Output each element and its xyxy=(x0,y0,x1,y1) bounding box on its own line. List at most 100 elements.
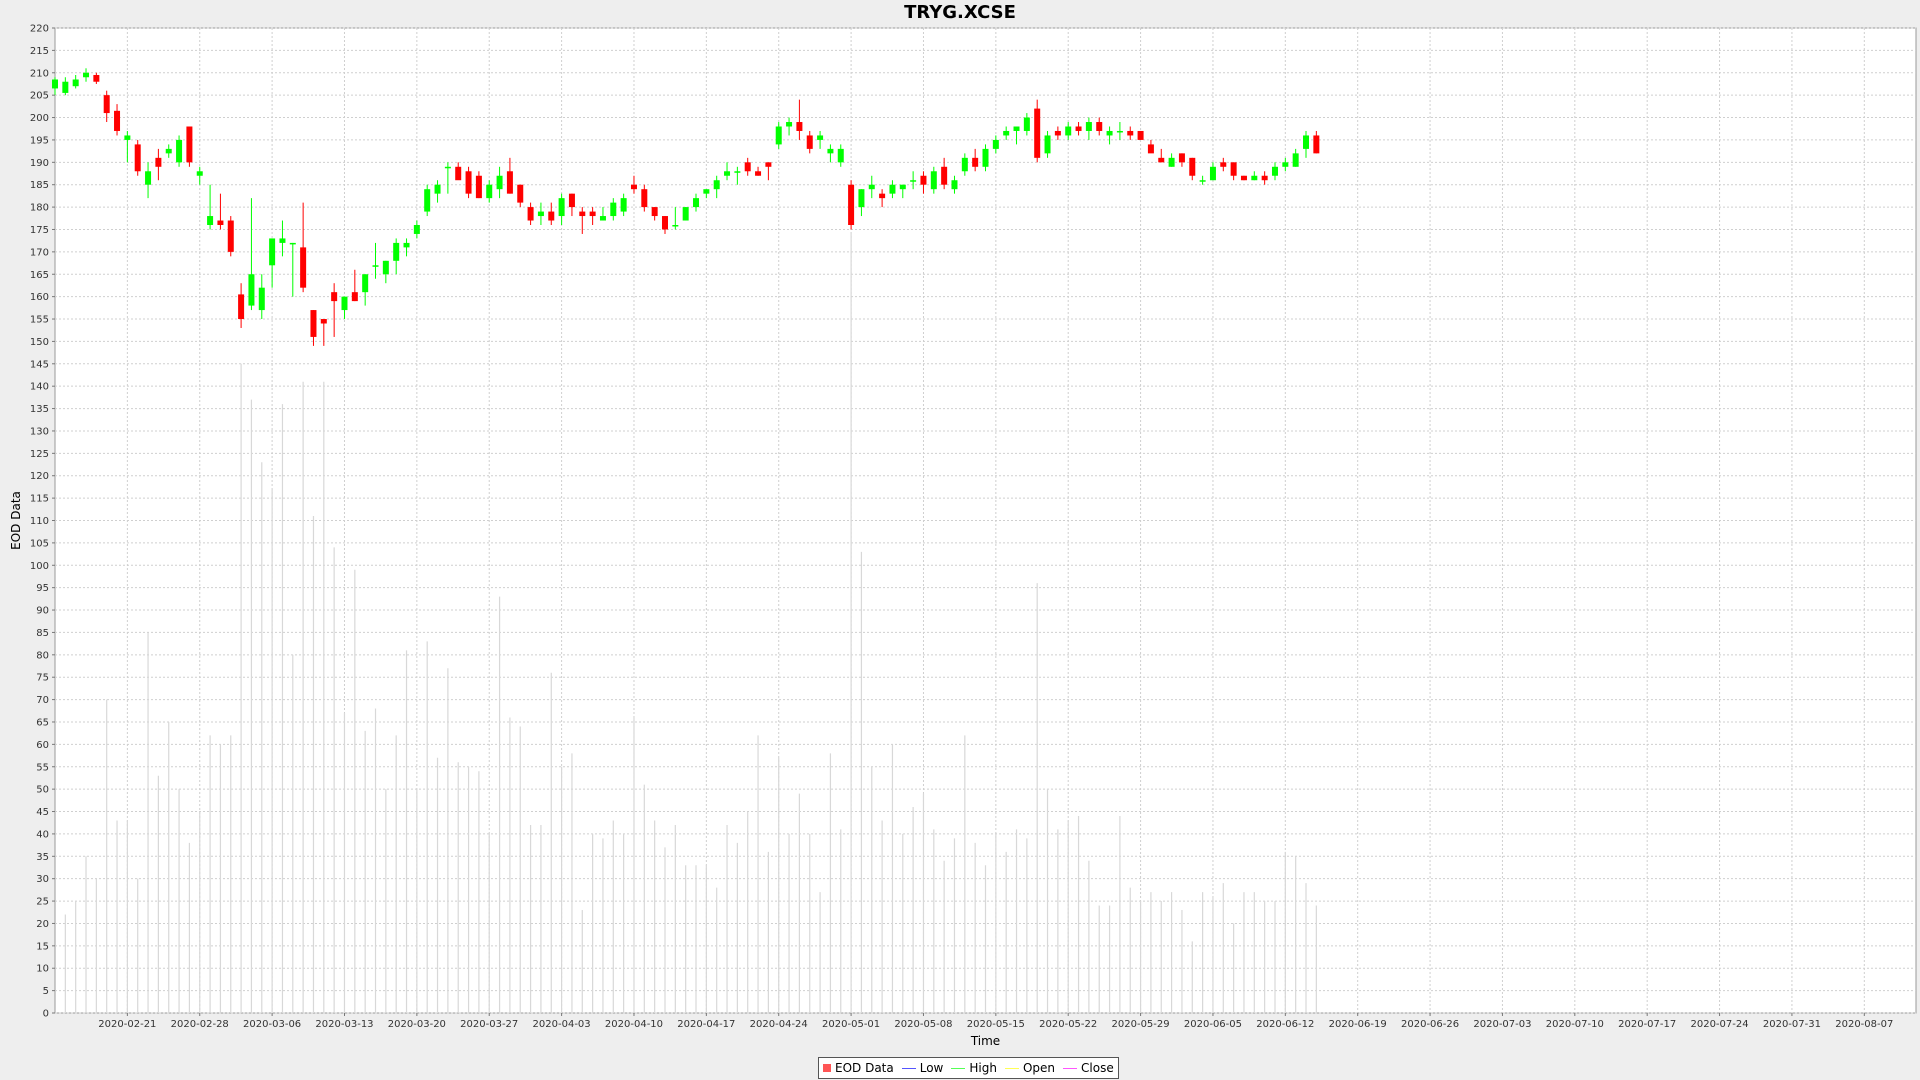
y-tick-label: 190 xyxy=(30,158,49,169)
candle-body xyxy=(755,171,762,176)
legend-swatch-eod xyxy=(823,1064,831,1072)
x-tick-label: 2020-05-29 xyxy=(1112,1019,1170,1030)
candle-body xyxy=(910,180,917,182)
candle-body xyxy=(238,294,245,320)
candle-body xyxy=(1023,117,1030,131)
candle-body xyxy=(1271,166,1278,176)
x-tick-label: 2020-05-22 xyxy=(1039,1019,1097,1030)
candle-body xyxy=(889,184,896,194)
candle-body xyxy=(393,242,400,261)
candle-body xyxy=(599,216,606,221)
candle-body xyxy=(1106,130,1113,136)
y-tick-label: 85 xyxy=(36,628,49,639)
y-tick-label: 110 xyxy=(30,516,49,527)
x-tick-label: 2020-05-08 xyxy=(894,1019,952,1030)
candle-body xyxy=(879,193,886,199)
y-tick-label: 10 xyxy=(36,964,49,975)
x-tick-label: 2020-04-03 xyxy=(533,1019,591,1030)
candle-body xyxy=(1261,175,1268,181)
x-tick-label: 2020-02-21 xyxy=(98,1019,156,1030)
candle-body xyxy=(1303,135,1310,149)
candle-body xyxy=(1044,135,1051,154)
candle-body xyxy=(1282,162,1289,167)
candle-body xyxy=(713,180,720,190)
candle-body xyxy=(403,242,410,248)
candle-body xyxy=(1065,126,1072,136)
candle-body xyxy=(827,148,834,154)
candle-body xyxy=(258,287,265,311)
y-tick-label: 140 xyxy=(30,382,49,393)
legend-label-eod: EOD Data xyxy=(835,1061,894,1075)
candle-body xyxy=(1127,130,1134,136)
candle-body xyxy=(786,122,793,127)
y-tick-label: 210 xyxy=(30,68,49,79)
x-axis: 2020-02-21 2020-02-28 2020-03-06 2020-03-13… xyxy=(98,1013,1893,1030)
y-tick-label: 70 xyxy=(36,695,49,706)
candle-body xyxy=(1251,175,1258,181)
candle-body xyxy=(424,189,431,212)
x-axis-label: Time xyxy=(970,1034,1000,1048)
candle-body xyxy=(1313,135,1320,154)
candle-body xyxy=(630,184,637,190)
candle-body xyxy=(930,171,937,190)
candle-body xyxy=(465,171,472,194)
legend-swatch-low xyxy=(901,1067,916,1069)
candle-body xyxy=(1158,157,1165,163)
y-tick-label: 40 xyxy=(36,829,49,840)
candle-body xyxy=(52,79,58,89)
candle-body xyxy=(517,184,524,203)
y-tick-label: 195 xyxy=(30,135,49,146)
candle-body xyxy=(1075,126,1082,131)
candle-body xyxy=(506,171,513,194)
x-tick-label: 2020-02-28 xyxy=(171,1019,229,1030)
candle-body xyxy=(1054,130,1061,136)
x-tick-label: 2020-08-07 xyxy=(1835,1019,1893,1030)
candle-body xyxy=(1147,144,1154,154)
candle-body xyxy=(941,166,948,185)
candle-body xyxy=(1013,126,1020,131)
candle-body xyxy=(775,126,782,145)
candle-body xyxy=(548,211,555,221)
candle-body xyxy=(475,175,482,199)
y-tick-label: 100 xyxy=(30,561,49,572)
y-tick-label: 30 xyxy=(36,874,49,885)
candle-body xyxy=(196,171,203,176)
legend-label-close: Close xyxy=(1081,1061,1114,1075)
chart-title: TRYG.XCSE xyxy=(904,2,1016,23)
candle-body xyxy=(1209,166,1216,181)
x-tick-label: 2020-07-17 xyxy=(1618,1019,1676,1030)
legend-swatch-close xyxy=(1063,1067,1078,1069)
y-tick-label: 60 xyxy=(36,740,49,751)
x-tick-label: 2020-03-13 xyxy=(315,1019,373,1030)
candle-body xyxy=(724,171,731,176)
y-tick-label: 25 xyxy=(36,897,49,908)
candle-body xyxy=(537,211,544,217)
candle-body xyxy=(568,193,575,208)
candle-body xyxy=(672,225,679,227)
candle-body xyxy=(124,135,131,140)
x-tick-label: 2020-04-10 xyxy=(605,1019,663,1030)
x-tick-label: 2020-06-12 xyxy=(1256,1019,1314,1030)
x-tick-label: 2020-04-17 xyxy=(677,1019,735,1030)
candle-body xyxy=(103,95,110,114)
candle-body xyxy=(858,189,865,208)
candle-body xyxy=(920,175,927,185)
y-tick-label: 5 xyxy=(43,986,49,997)
y-tick-label: 0 xyxy=(43,1009,49,1020)
candle-body xyxy=(341,296,348,311)
candle-body xyxy=(848,184,855,225)
candle-body xyxy=(992,139,999,149)
candle-body xyxy=(1292,153,1299,167)
legend-item-close: Close xyxy=(1063,1061,1114,1075)
candle-body xyxy=(362,274,369,293)
y-tick-label: 135 xyxy=(30,404,49,415)
legend-label-open: Open xyxy=(1022,1061,1056,1075)
candle-body xyxy=(455,166,462,181)
x-tick-label: 2020-07-10 xyxy=(1546,1019,1604,1030)
candle-body xyxy=(610,202,617,217)
candle-body xyxy=(982,148,989,167)
candle-body xyxy=(434,184,441,194)
candle-body xyxy=(1199,180,1206,182)
candle-body xyxy=(382,260,389,275)
